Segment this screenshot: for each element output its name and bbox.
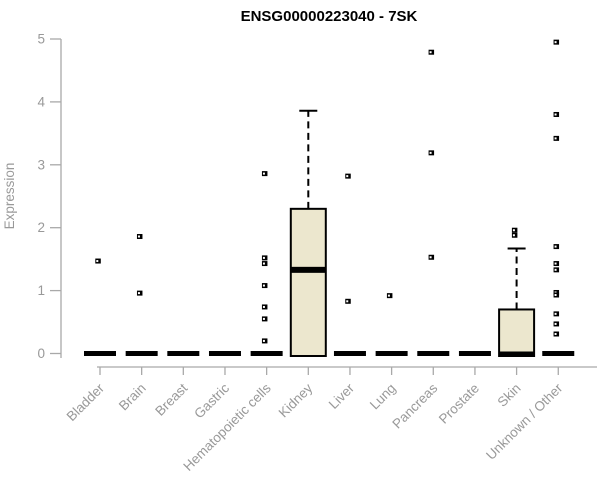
- x-tick-label: Liver: [326, 380, 358, 412]
- outlier-point-hole: [554, 294, 557, 297]
- y-tick-label: 2: [37, 220, 45, 235]
- outlier-point-hole: [512, 229, 515, 232]
- zero-bar-lung: [375, 351, 408, 356]
- outlier-point-hole: [137, 235, 140, 238]
- zero-bar-gastric: [208, 351, 241, 356]
- x-tick-label: Gastric: [191, 380, 232, 421]
- y-tick-label: 0: [37, 346, 45, 361]
- outlier-point-hole: [554, 291, 557, 294]
- x-tick-label: Breast: [152, 380, 190, 418]
- y-axis-label: Expression: [2, 163, 17, 230]
- zero-bar-pancreas: [417, 351, 450, 356]
- outlier-point-hole: [346, 175, 349, 178]
- outlier-point-hole: [554, 312, 557, 315]
- zero-bar-bladder: [84, 351, 116, 356]
- outlier-point-hole: [554, 41, 557, 44]
- y-tick-label: 4: [37, 94, 45, 109]
- x-tick-label: Skin: [495, 381, 524, 410]
- zero-bar-brain: [125, 351, 158, 356]
- x-tick-label: Prostate: [436, 381, 482, 427]
- outlier-point-hole: [262, 262, 265, 265]
- x-tick-label: Bladder: [64, 380, 108, 424]
- median-kidney: [290, 266, 326, 273]
- outlier-point-hole: [512, 234, 515, 237]
- outlier-point-hole: [262, 317, 265, 320]
- box-kidney: [289, 207, 327, 357]
- outlier-point-hole: [262, 339, 265, 342]
- zero-bar-breast: [167, 351, 200, 356]
- median-skin: [499, 351, 535, 357]
- outlier-point-hole: [262, 284, 265, 287]
- outlier-point-hole: [137, 292, 140, 295]
- outlier-point-hole: [262, 172, 265, 175]
- box-skin: [498, 308, 536, 357]
- zero-bar-liver: [333, 351, 366, 356]
- x-tick-label: Unknown / Other: [483, 380, 566, 463]
- outlier-point-hole: [429, 51, 432, 54]
- zero-bar-hematopoietic-cells: [250, 351, 283, 356]
- zero-bar-unknown-other: [542, 351, 575, 356]
- outlier-point-hole: [96, 260, 99, 263]
- outlier-point-hole: [554, 268, 557, 271]
- outlier-point-hole: [554, 322, 557, 325]
- x-tick-label: Kidney: [276, 380, 316, 420]
- outlier-point-hole: [554, 113, 557, 116]
- outlier-point-hole: [387, 294, 390, 297]
- y-tick-label: 5: [37, 32, 45, 47]
- x-tick-label: Brain: [116, 381, 149, 414]
- chart-title: ENSG00000223040 - 7SK: [241, 8, 418, 25]
- outlier-point-hole: [346, 300, 349, 303]
- outlier-point-hole: [262, 305, 265, 308]
- zero-bar-prostate: [458, 351, 491, 356]
- outlier-point-hole: [262, 256, 265, 259]
- outlier-point-hole: [554, 137, 557, 140]
- outlier-point-hole: [429, 151, 432, 154]
- outlier-point-hole: [554, 333, 557, 336]
- outlier-point-hole: [429, 256, 432, 259]
- outlier-point-hole: [554, 262, 557, 265]
- outlier-point-hole: [554, 245, 557, 248]
- y-tick-label: 1: [37, 283, 45, 298]
- x-tick-label: Pancreas: [389, 380, 440, 431]
- y-tick-label: 3: [37, 157, 45, 172]
- x-tick-label: Lung: [367, 381, 399, 413]
